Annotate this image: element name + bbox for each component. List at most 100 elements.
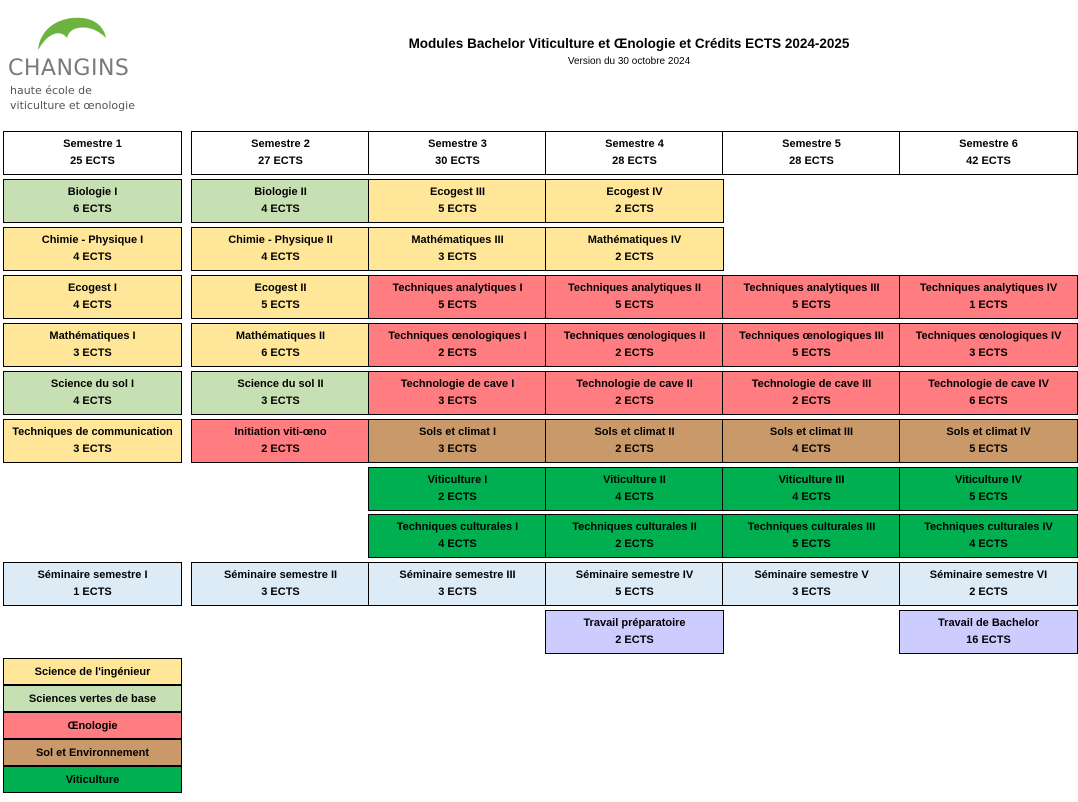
semester-ects: 25 ECTS (70, 155, 115, 167)
module-ects: 4 ECTS (438, 538, 477, 550)
module-cell: Techniques œnologiques III 5 ECTS (722, 323, 901, 367)
module-ects: 3 ECTS (73, 443, 112, 455)
module-cell: Ecogest I 4 ECTS (3, 275, 182, 319)
module-ects: 3 ECTS (438, 395, 477, 407)
module-ects: 2 ECTS (615, 443, 654, 455)
module-name: Travail de Bachelor (938, 617, 1039, 629)
module-name: Technologie de cave III (751, 378, 872, 390)
module-ects: 6 ECTS (73, 203, 112, 215)
module-name: Techniques culturales III (747, 521, 876, 533)
module-ects: 4 ECTS (73, 299, 112, 311)
module-cell: Techniques culturales I 4 ECTS (368, 514, 547, 558)
module-cell: Techniques culturales II 2 ECTS (545, 514, 724, 558)
module-name: Techniques analytiques IV (919, 282, 1058, 294)
module-cell: Techniques analytiques I 5 ECTS (368, 275, 547, 319)
module-ects: 2 ECTS (615, 203, 654, 215)
module-ects: 3 ECTS (73, 347, 112, 359)
module-ects: 5 ECTS (438, 203, 477, 215)
semester-header-3: Semestre 3 30 ECTS (368, 131, 547, 175)
changins-logo: CHANGINS haute école de viticulture et œ… (8, 14, 168, 114)
module-ects: 3 ECTS (792, 586, 831, 598)
module-ects: 2 ECTS (438, 491, 477, 503)
module-name: Techniques analytiques III (743, 282, 880, 294)
module-name: Mathématiques I (49, 330, 136, 342)
module-cell: Viticulture II 4 ECTS (545, 467, 724, 511)
module-cell: Ecogest II 5 ECTS (191, 275, 370, 319)
module-ects: 4 ECTS (73, 251, 112, 263)
legend-item-oenologie: Œnologie (3, 712, 182, 739)
module-name: Technologie de cave II (576, 378, 693, 390)
module-ects: 2 ECTS (615, 538, 654, 550)
module-cell: Séminaire semestre III 3 ECTS (368, 562, 547, 606)
module-cell: Séminaire semestre IV 5 ECTS (545, 562, 724, 606)
module-name: Techniques œnologiques II (563, 330, 706, 342)
module-cell: Technologie de cave III 2 ECTS (722, 371, 901, 415)
module-name: Initiation viti-œno (234, 426, 327, 438)
module-name: Sols et climat I (418, 426, 497, 438)
module-name: Science du sol I (50, 378, 135, 390)
module-name: Techniques œnologiques I (388, 330, 527, 342)
module-cell: Technologie de cave II 2 ECTS (545, 371, 724, 415)
module-name: Viticulture II (603, 474, 666, 486)
module-ects: 2 ECTS (792, 395, 831, 407)
module-cell: Mathématiques I 3 ECTS (3, 323, 182, 367)
module-cell: Chimie - Physique II 4 ECTS (191, 227, 370, 271)
module-ects: 2 ECTS (615, 395, 654, 407)
module-cell: Viticulture III 4 ECTS (722, 467, 901, 511)
semester-name: Semestre 3 (428, 138, 487, 150)
module-cell: Techniques analytiques III 5 ECTS (722, 275, 901, 319)
module-name: Mathématiques II (235, 330, 326, 342)
module-ects: 3 ECTS (261, 395, 300, 407)
module-name: Ecogest IV (606, 186, 663, 198)
module-name: Techniques analytiques I (392, 282, 523, 294)
module-cell: Techniques analytiques II 5 ECTS (545, 275, 724, 319)
module-ects: 4 ECTS (615, 491, 654, 503)
module-cell: Science du sol II 3 ECTS (191, 371, 370, 415)
semester-name: Semestre 4 (605, 138, 664, 150)
module-ects: 5 ECTS (261, 299, 300, 311)
module-ects: 3 ECTS (438, 443, 477, 455)
semester-ects: 28 ECTS (612, 155, 657, 167)
module-name: Chimie - Physique I (41, 234, 144, 246)
semester-name: Semestre 6 (959, 138, 1018, 150)
module-ects: 6 ECTS (969, 395, 1008, 407)
module-cell: Ecogest III 5 ECTS (368, 179, 547, 223)
module-ects: 2 ECTS (969, 586, 1008, 598)
module-name: Techniques œnologiques III (739, 330, 884, 342)
module-name: Technologie de cave I (400, 378, 515, 390)
module-name: Viticulture I (427, 474, 488, 486)
module-cell: Viticulture I 2 ECTS (368, 467, 547, 511)
module-name: Sols et climat III (769, 426, 854, 438)
module-cell: Séminaire semestre I 1 ECTS (3, 562, 182, 606)
module-name: Séminaire semestre II (223, 569, 338, 581)
module-cell: Technologie de cave IV 6 ECTS (899, 371, 1078, 415)
module-name: Biologie II (254, 186, 307, 198)
module-cell: Travail de Bachelor 16 ECTS (899, 610, 1078, 654)
module-name: Ecogest III (429, 186, 486, 198)
module-ects: 2 ECTS (261, 443, 300, 455)
module-name: Techniques culturales IV (924, 521, 1053, 533)
module-ects: 4 ECTS (73, 395, 112, 407)
legend-item-sciences-vertes: Sciences vertes de base (3, 685, 182, 712)
semester-header-5: Semestre 5 28 ECTS (722, 131, 901, 175)
module-name: Séminaire semestre VI (929, 569, 1048, 581)
semester-ects: 42 ECTS (966, 155, 1011, 167)
module-name: Séminaire semestre III (399, 569, 516, 581)
semester-name: Semestre 2 (251, 138, 310, 150)
module-name: Mathématiques III (411, 234, 504, 246)
legend-item-viticulture: Viticulture (3, 766, 182, 793)
module-name: Technologie de cave IV (928, 378, 1049, 390)
module-ects: 4 ECTS (792, 443, 831, 455)
module-ects: 4 ECTS (792, 491, 831, 503)
module-name: Techniques œnologiques IV (915, 330, 1062, 342)
module-name: Techniques analytiques II (567, 282, 702, 294)
module-name: Ecogest I (68, 282, 117, 294)
module-ects: 3 ECTS (969, 347, 1008, 359)
module-name: Biologie I (67, 186, 118, 198)
module-cell: Sols et climat IV 5 ECTS (899, 419, 1078, 463)
module-cell: Science du sol I 4 ECTS (3, 371, 182, 415)
module-cell: Chimie - Physique I 4 ECTS (3, 227, 182, 271)
semester-ects: 28 ECTS (789, 155, 834, 167)
module-cell: Techniques analytiques IV 1 ECTS (899, 275, 1078, 319)
module-ects: 5 ECTS (969, 443, 1008, 455)
